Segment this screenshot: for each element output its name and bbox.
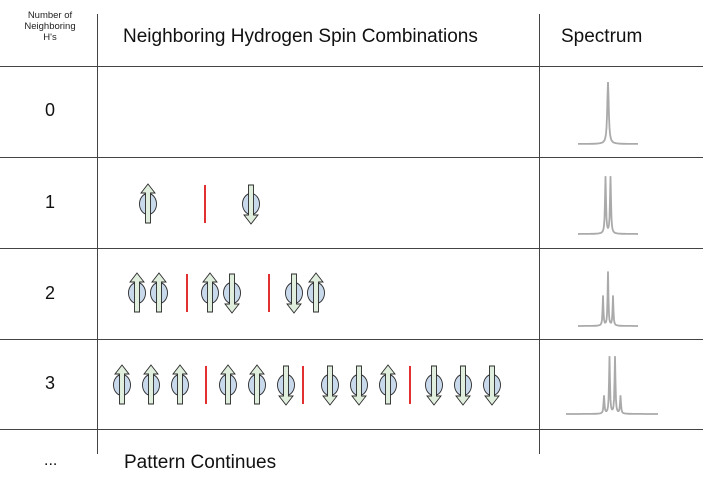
row-divider — [0, 157, 703, 158]
neighbors-header-line1: Number of — [27, 10, 73, 21]
combinations-column-header: Neighboring Hydrogen Spin Combinations — [123, 26, 478, 47]
row-divider — [0, 339, 703, 340]
spin-down-arrow-icon — [222, 272, 242, 314]
neighbors-header-line2: Neighboring — [24, 21, 76, 32]
spin-down-arrow-icon — [241, 183, 261, 225]
spin-up-arrow-icon — [141, 364, 161, 406]
spin-up-arrow-icon — [149, 272, 169, 314]
neighbors-header-line3: H's — [43, 32, 57, 43]
spin-down-arrow-icon — [284, 272, 304, 314]
row-divider — [0, 66, 703, 67]
pattern-continues-label: Pattern Continues — [124, 452, 277, 473]
row-divider — [0, 429, 703, 430]
neighbors-column-header: Number of Neighboring H's — [4, 10, 96, 43]
spectrum-triplet — [578, 271, 638, 327]
spectrum-doublet — [578, 176, 638, 235]
spin-down-arrow-icon — [424, 364, 444, 406]
spin-down-arrow-icon — [482, 364, 502, 406]
combination-divider — [302, 366, 304, 404]
continuation-ellipsis: ... — [44, 452, 58, 469]
spectrum-quartet — [566, 356, 658, 415]
combination-divider — [205, 366, 207, 404]
combination-divider — [186, 274, 188, 312]
column-divider-right — [539, 14, 540, 454]
combination-divider — [268, 274, 270, 312]
neighbor-count: 0 — [44, 100, 55, 120]
neighbor-count: 1 — [44, 192, 55, 212]
neighbor-count: 3 — [44, 373, 55, 393]
spin-up-arrow-icon — [170, 364, 190, 406]
spectrum-singlet — [578, 81, 638, 145]
spin-up-arrow-icon — [200, 272, 220, 314]
spin-down-arrow-icon — [453, 364, 473, 406]
spin-combinations-row — [0, 183, 540, 225]
column-divider-left — [97, 14, 98, 454]
spin-up-arrow-icon — [127, 272, 147, 314]
spin-up-arrow-icon — [218, 364, 238, 406]
combination-divider — [409, 366, 411, 404]
row-divider — [0, 248, 703, 249]
neighbor-count: 2 — [44, 283, 55, 303]
spin-down-arrow-icon — [276, 364, 296, 406]
spin-combinations-row — [0, 364, 540, 406]
spin-up-arrow-icon — [306, 272, 326, 314]
spin-combinations-row — [0, 272, 540, 314]
spin-up-arrow-icon — [247, 364, 267, 406]
spin-down-arrow-icon — [349, 364, 369, 406]
spectrum-column-header: Spectrum — [561, 26, 643, 47]
spin-up-arrow-icon — [112, 364, 132, 406]
spin-up-arrow-icon — [138, 183, 158, 225]
spin-down-arrow-icon — [320, 364, 340, 406]
combination-divider — [204, 185, 206, 223]
spin-up-arrow-icon — [378, 364, 398, 406]
